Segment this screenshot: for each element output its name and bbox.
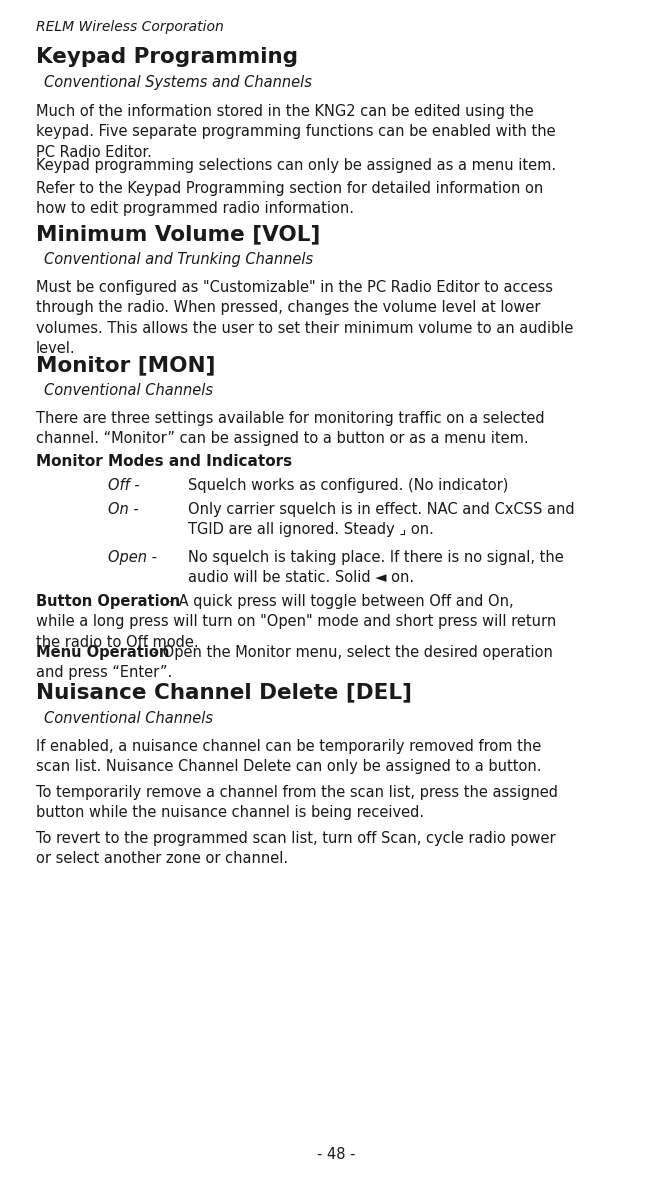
Text: Conventional Channels: Conventional Channels bbox=[44, 383, 213, 398]
Text: Conventional Channels: Conventional Channels bbox=[44, 712, 213, 726]
Text: Open -: Open - bbox=[108, 550, 157, 565]
Text: Button Operation: Button Operation bbox=[36, 595, 180, 609]
Text: - 48 -: - 48 - bbox=[317, 1147, 355, 1162]
Text: Nuisance Channel Delete [DEL]: Nuisance Channel Delete [DEL] bbox=[36, 682, 412, 702]
Text: Only carrier squelch is in effect. NAC and CxCSS and
TGID are all ignored. Stead: Only carrier squelch is in effect. NAC a… bbox=[188, 502, 575, 538]
Text: Refer to the Keypad Programming section for detailed information on
how to edit : Refer to the Keypad Programming section … bbox=[36, 181, 543, 216]
Text: - A quick press will toggle between Off and On,: - A quick press will toggle between Off … bbox=[164, 595, 513, 609]
Text: - Open the Monitor menu, select the desired operation: - Open the Monitor menu, select the desi… bbox=[148, 645, 552, 660]
Text: To revert to the programmed scan list, turn off Scan, cycle radio power
or selec: To revert to the programmed scan list, t… bbox=[36, 831, 556, 866]
Text: Conventional and Trunking Channels: Conventional and Trunking Channels bbox=[44, 252, 313, 267]
Text: If enabled, a nuisance channel can be temporarily removed from the
scan list. Nu: If enabled, a nuisance channel can be te… bbox=[36, 739, 542, 774]
Text: Menu Operation: Menu Operation bbox=[36, 645, 169, 660]
Text: Squelch works as configured. (No indicator): Squelch works as configured. (No indicat… bbox=[188, 478, 509, 493]
Text: Monitor [MON]: Monitor [MON] bbox=[36, 355, 216, 375]
Text: the radio to Off mode.: the radio to Off mode. bbox=[36, 635, 199, 650]
Text: Must be configured as "Customizable" in the PC Radio Editor to access
through th: Must be configured as "Customizable" in … bbox=[36, 280, 573, 356]
Text: Off -: Off - bbox=[108, 478, 140, 493]
Text: while a long press will turn on "Open" mode and short press will return: while a long press will turn on "Open" m… bbox=[36, 615, 556, 629]
Text: and press “Enter”.: and press “Enter”. bbox=[36, 665, 172, 681]
Text: On -: On - bbox=[108, 502, 138, 517]
Text: No squelch is taking place. If there is no signal, the
audio will be static. Sol: No squelch is taking place. If there is … bbox=[188, 550, 564, 585]
Text: Keypad Programming: Keypad Programming bbox=[36, 47, 298, 67]
Text: Conventional Systems and Channels: Conventional Systems and Channels bbox=[44, 74, 312, 90]
Text: RELM Wireless Corporation: RELM Wireless Corporation bbox=[36, 20, 224, 34]
Text: To temporarily remove a channel from the scan list, press the assigned
button wh: To temporarily remove a channel from the… bbox=[36, 785, 558, 820]
Text: Monitor Modes and Indicators: Monitor Modes and Indicators bbox=[36, 454, 292, 469]
Text: Minimum Volume [VOL]: Minimum Volume [VOL] bbox=[36, 225, 321, 243]
Text: There are three settings available for monitoring traffic on a selected
channel.: There are three settings available for m… bbox=[36, 411, 544, 447]
Text: Keypad programming selections can only be assigned as a menu item.: Keypad programming selections can only b… bbox=[36, 158, 556, 173]
Text: Much of the information stored in the KNG2 can be edited using the
keypad. Five : Much of the information stored in the KN… bbox=[36, 104, 556, 160]
